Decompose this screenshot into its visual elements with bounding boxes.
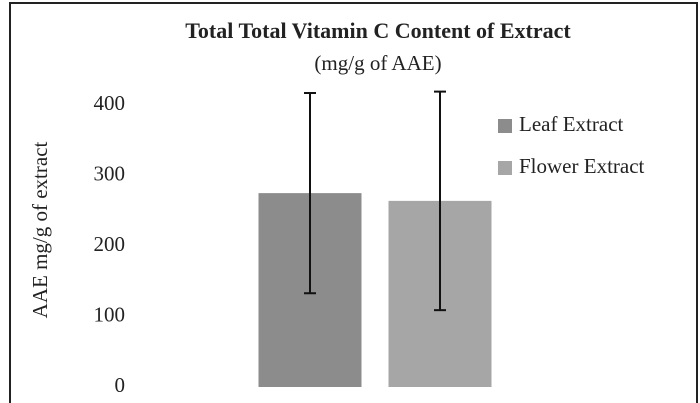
frame — [9, 2, 698, 403]
chart-title: Total Total Vitamin C Content of Extract — [185, 18, 571, 43]
y-tick-label: 200 — [94, 232, 126, 256]
y-tick-label: 300 — [94, 161, 126, 185]
chart-subtitle: (mg/g of AAE) — [314, 51, 441, 75]
y-axis-label: AAE mg/g of extract — [28, 141, 52, 318]
y-tick-label: 100 — [94, 302, 126, 326]
y-tick-label: 400 — [94, 91, 126, 115]
legend-swatch — [498, 161, 512, 175]
legend-swatch — [498, 119, 512, 133]
legend-label: Leaf Extract — [519, 112, 624, 136]
legend-label: Flower Extract — [519, 154, 645, 178]
y-tick-label: 0 — [115, 373, 126, 397]
